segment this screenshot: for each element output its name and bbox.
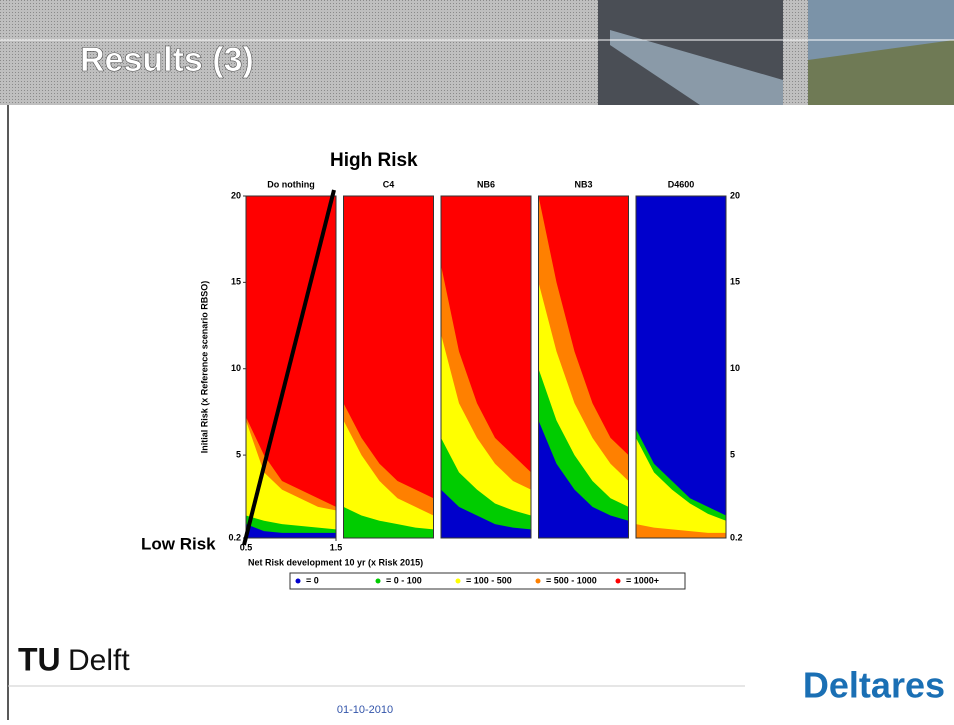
y-tick-label: 20 (231, 190, 241, 200)
slide-title: Results (3) (80, 41, 254, 79)
y-tick-label-right: 5 (730, 449, 735, 459)
legend-swatch (376, 579, 381, 584)
panel-title: C4 (383, 179, 395, 189)
panel-title: D4600 (668, 179, 695, 189)
panel-title: Do nothing (267, 179, 314, 189)
legend-label: = 1000+ (626, 575, 659, 585)
y-axis-title: Initial Risk (x Reference scenario RBSO) (199, 281, 209, 454)
y-tick-label-right: 10 (730, 363, 740, 373)
footer-date: 01-10-2010 (337, 704, 393, 716)
panel-title: NB3 (574, 179, 592, 189)
x-axis-title: Net Risk development 10 yr (x Risk 2015) (248, 557, 423, 567)
y-tick-label-right: 20 (730, 190, 740, 200)
legend-label: = 0 (306, 575, 319, 585)
legend-swatch (296, 579, 301, 584)
panel-title: NB6 (477, 179, 495, 189)
deltares-logo: Deltares (803, 665, 945, 706)
y-tick-label: 0.2 (228, 532, 241, 542)
annotation-high: High Risk (330, 150, 418, 171)
x-tick-label: 1.5 (330, 542, 343, 552)
legend-swatch (456, 579, 461, 584)
y-tick-label-right: 15 (730, 277, 740, 287)
legend-swatch (536, 579, 541, 584)
y-tick-label-right: 0.2 (730, 532, 743, 542)
legend-label: = 0 - 100 (386, 575, 422, 585)
y-tick-label: 5 (236, 449, 241, 459)
annotation-low: Low Risk (141, 534, 216, 553)
legend-label: = 100 - 500 (466, 575, 512, 585)
legend-label: = 500 - 1000 (546, 575, 597, 585)
tu-mark: TU (18, 641, 61, 677)
tu-delft: Delft (68, 644, 130, 677)
slide: Results (3) Do nothing C4 NB6 NB3 D4600 0.2 0.… (0, 0, 954, 720)
y-tick-label: 15 (231, 277, 241, 287)
legend-swatch (616, 579, 621, 584)
y-tick-label: 10 (231, 363, 241, 373)
